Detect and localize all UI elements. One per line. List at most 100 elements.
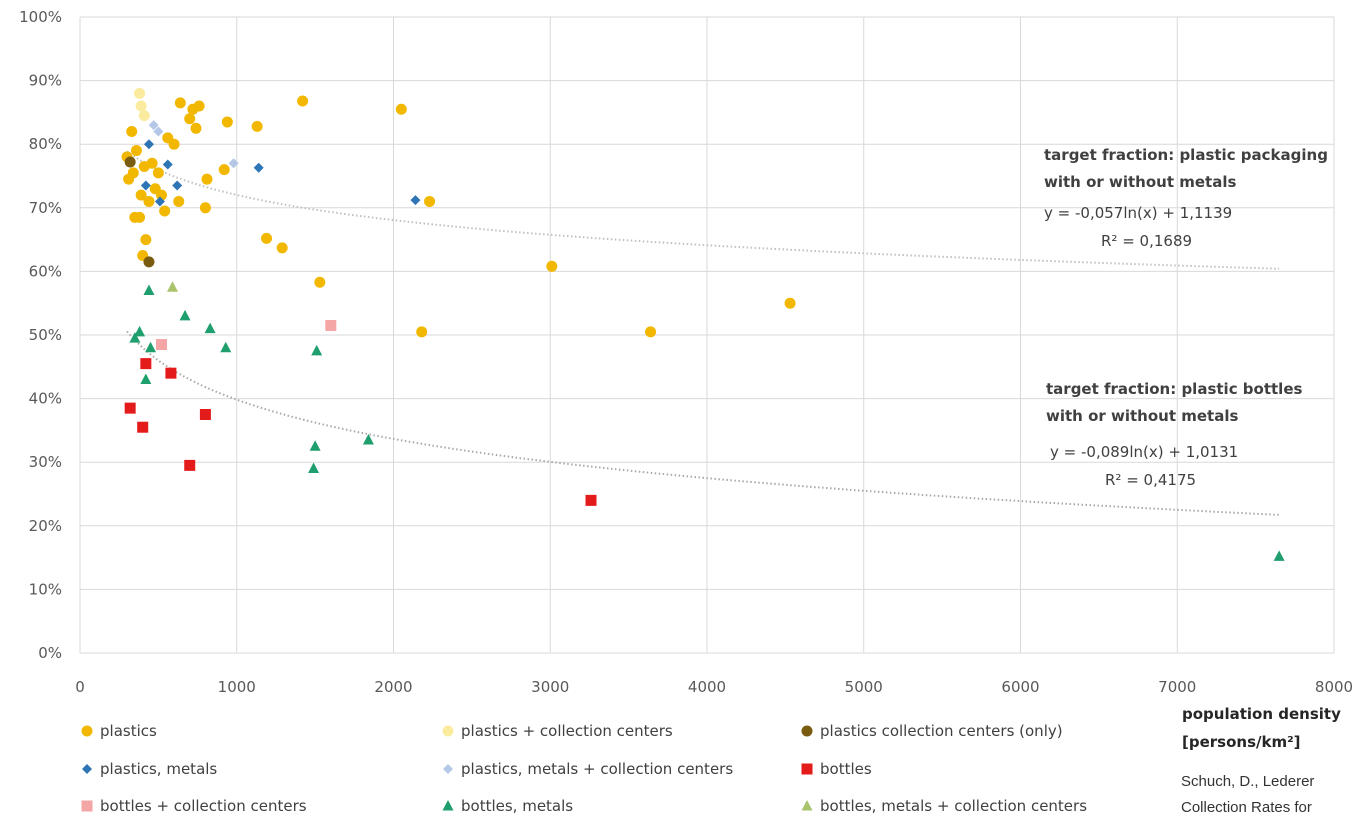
point-bottles-metals — [145, 341, 157, 353]
y-axis-ticks: 0% 10% 20% 30% 40% 50% 60% 70% 80% 90% 100% — [19, 8, 62, 662]
point-bottles — [165, 367, 177, 379]
legend-marker — [801, 763, 813, 775]
y-tick-label: 0% — [38, 644, 62, 662]
data-points — [121, 87, 1285, 561]
point-plastics — [201, 173, 213, 185]
point-bottles-collection-centers — [325, 319, 337, 331]
point-bottles-metals — [129, 332, 141, 343]
x-axis-title-line2: [persons/km²] — [1182, 733, 1301, 751]
point-bottles-collection-centers — [156, 339, 168, 351]
point-bottles-metals — [134, 325, 146, 337]
point-plastics — [127, 167, 139, 179]
y-tick-label: 30% — [29, 453, 62, 471]
point-plastics — [193, 100, 205, 112]
x-tick-label: 4000 — [688, 678, 726, 696]
point-plastics-metals — [253, 162, 264, 173]
point-plastics — [261, 232, 273, 244]
x-tick-label: 8000 — [1315, 678, 1353, 696]
trendline — [126, 150, 1280, 270]
point-plastics — [184, 113, 196, 125]
point-bottles-metals — [308, 462, 320, 474]
legend-label: plastics — [100, 722, 157, 740]
gridlines — [79, 16, 1335, 654]
legend-marker — [442, 800, 454, 811]
point-bottles — [585, 494, 597, 506]
x-axis-ticks: 0 1000 2000 3000 4000 5000 6000 7000 8000 — [75, 678, 1353, 696]
annotation-bottles-line2: with or without metals — [1046, 407, 1238, 425]
point-bottles-metals — [143, 284, 155, 295]
point-plastics-metals-collection-centers — [153, 126, 164, 137]
point-plastics-metals-collection-centers — [148, 120, 159, 131]
point-plastics-metals — [172, 180, 183, 191]
x-tick-label: 1000 — [218, 678, 256, 696]
y-tick-label: 20% — [29, 517, 62, 535]
point-plastics — [146, 157, 158, 169]
source-citation: Schuch, D., Lederer Collection Rates for — [1181, 773, 1314, 816]
point-plastics — [140, 234, 152, 246]
x-tick-label: 2000 — [374, 678, 412, 696]
point-bottles-metals — [140, 373, 152, 385]
trendlines — [126, 150, 1280, 516]
point-plastics — [130, 145, 142, 157]
y-tick-label: 40% — [29, 390, 62, 408]
point-plastics-collection-centers — [138, 110, 150, 122]
point-plastics — [168, 138, 180, 150]
source-line1: Schuch, D., Lederer — [1181, 773, 1314, 790]
point-plastics — [143, 195, 155, 207]
point-plastics-collection-centers-only — [124, 156, 136, 168]
point-plastics — [784, 297, 796, 309]
r-squared-packaging: R² = 0,1689 — [1101, 232, 1192, 250]
y-tick-label: 70% — [29, 199, 62, 217]
legend-label: plastics, metals + collection centers — [461, 760, 733, 778]
point-plastics-metals — [162, 159, 173, 170]
annotation-packaging: target fraction: plastic packaging with … — [1044, 146, 1328, 250]
legend-label: plastics, metals — [100, 760, 217, 778]
point-plastics-metals — [143, 139, 154, 150]
x-tick-label: 7000 — [1158, 678, 1196, 696]
y-tick-label: 80% — [29, 135, 62, 153]
point-bottles-metals — [220, 341, 232, 353]
point-bottles-metals-collection-centers — [166, 281, 178, 292]
source-line2: Collection Rates for — [1181, 799, 1312, 816]
point-bottles-metals — [204, 322, 216, 334]
legend-label: plastics collection centers (only) — [820, 722, 1063, 740]
point-bottles-metals — [362, 433, 374, 445]
legend-marker — [81, 725, 93, 737]
annotation-packaging-line1: target fraction: plastic packaging — [1044, 146, 1328, 164]
trendline — [126, 330, 1280, 516]
legend-label: bottles — [820, 760, 872, 778]
legend-label: plastics + collection centers — [461, 722, 673, 740]
point-plastics-collection-centers — [135, 100, 147, 112]
x-tick-label: 6000 — [1001, 678, 1039, 696]
point-plastics — [251, 120, 263, 132]
x-tick-label: 3000 — [531, 678, 569, 696]
point-plastics-metals — [154, 196, 165, 207]
legend-label: bottles, metals + collection centers — [820, 797, 1087, 815]
point-plastics — [152, 167, 164, 179]
r-squared-bottles: R² = 0,4175 — [1105, 471, 1196, 489]
legend: plastics plastics + collection centers pla… — [81, 722, 1087, 815]
y-tick-label: 60% — [29, 262, 62, 280]
annotation-bottles-line1: target fraction: plastic bottles — [1046, 380, 1303, 398]
annotation-packaging-line2: with or without metals — [1044, 173, 1236, 191]
point-plastics — [218, 164, 230, 176]
point-plastics — [135, 189, 147, 201]
point-plastics — [314, 276, 326, 288]
y-tick-label: 100% — [19, 8, 62, 26]
point-plastics — [276, 242, 288, 254]
y-tick-label: 10% — [29, 580, 62, 598]
point-plastics — [297, 95, 309, 107]
legend-marker — [442, 725, 454, 737]
point-plastics — [126, 125, 138, 137]
legend-label: bottles + collection centers — [100, 797, 307, 815]
legend-label: bottles, metals — [461, 797, 573, 815]
point-plastics — [134, 211, 146, 223]
point-bottles-metals — [1273, 550, 1285, 561]
point-bottles — [137, 421, 149, 433]
point-plastics — [190, 122, 202, 134]
legend-marker — [81, 800, 93, 812]
point-plastics — [546, 260, 558, 272]
equation-packaging: y = -0,057ln(x) + 1,1139 — [1044, 204, 1232, 222]
x-axis-title: population density [persons/km²] — [1182, 705, 1341, 751]
point-plastics-metals — [410, 195, 421, 206]
